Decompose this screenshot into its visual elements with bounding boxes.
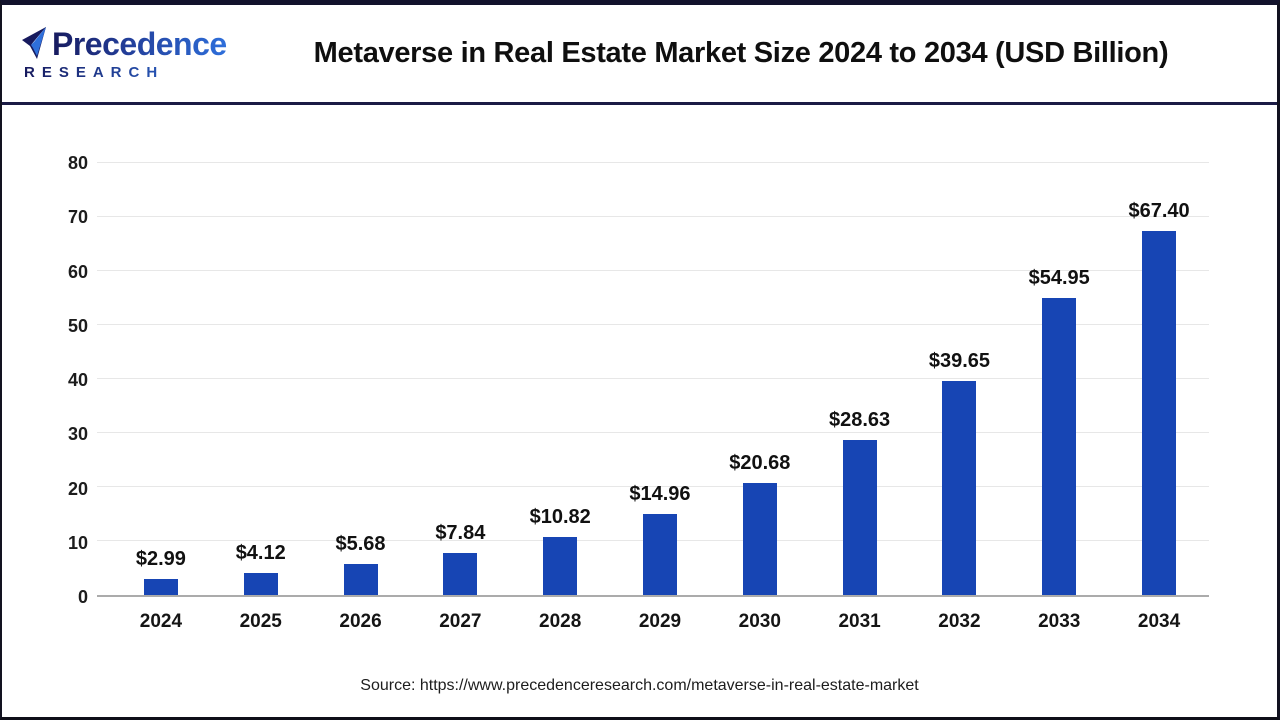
y-tick-label: 50 [67, 315, 88, 336]
gridline [97, 216, 1209, 217]
precedence-research-logo: Precedence RESEARCH [20, 26, 227, 81]
x-tick-label: 2026 [339, 611, 382, 632]
logo-top-row: Precedence [20, 26, 227, 62]
y-tick-label: 60 [67, 261, 88, 282]
y-tick-label: 30 [67, 424, 88, 445]
x-tick-label: 2027 [439, 611, 482, 632]
bar-2031 [842, 440, 877, 595]
bar-2024 [143, 578, 178, 595]
value-label: $10.82 [529, 505, 591, 528]
bar-slot: $39.65 2032 [910, 163, 1010, 632]
bar-2025 [243, 572, 278, 595]
y-tick-label: 0 [77, 587, 88, 607]
paper-plane-icon [22, 27, 46, 59]
source-line: Source: https://www.precedenceresearch.c… [360, 677, 919, 694]
x-tick-label: 2032 [938, 611, 981, 632]
bar-slot: $5.68 2026 [311, 163, 411, 632]
gridline [97, 378, 1209, 379]
value-label: $7.84 [435, 521, 486, 544]
bar-2030 [742, 483, 777, 595]
bar-2032 [942, 380, 977, 595]
chart-title: Metaverse in Real Estate Market Size 202… [313, 37, 1169, 69]
gridline [97, 324, 1209, 325]
x-tick-label: 2025 [239, 611, 282, 632]
value-label: $14.96 [629, 483, 691, 506]
y-tick-label: 80 [67, 153, 88, 173]
value-label: $39.65 [928, 349, 990, 372]
bar-slot: $67.40 2034 [1109, 163, 1209, 632]
header: Precedence RESEARCH Metaverse in Real Es… [2, 5, 1277, 105]
y-tick-label: 40 [67, 370, 88, 390]
bar-slot: $10.82 2028 [510, 163, 610, 632]
content: Precedence RESEARCH Metaverse in Real Es… [2, 5, 1277, 717]
bar-slot: $4.12 2025 [211, 163, 311, 632]
x-tick-label: 2031 [838, 611, 881, 632]
gridline [97, 432, 1209, 433]
y-tick-label: 70 [67, 207, 88, 228]
bar-2026 [343, 564, 378, 595]
bar-slot: $28.63 2031 [810, 163, 910, 632]
plot-area: $2.99 2024 $4.12 2025 $5.68 2026 $7.84 2027 $10.… [97, 162, 1209, 632]
gridline [97, 270, 1209, 271]
value-label: $4.12 [235, 541, 286, 564]
bar-slot: $7.84 2027 [410, 163, 510, 632]
y-axis-labels: 0 10 20 30 40 50 60 70 80 [32, 153, 88, 607]
bars-row: $2.99 2024 $4.12 2025 $5.68 2026 $7.84 2027 $10.… [97, 163, 1209, 632]
value-label: $20.68 [729, 452, 791, 475]
x-tick-label: 2034 [1137, 611, 1181, 632]
bar-slot: $14.96 2029 [610, 163, 710, 632]
bar-2034 [1142, 231, 1177, 595]
logo-subtext: RESEARCH [24, 64, 225, 81]
x-tick-label: 2033 [1038, 611, 1081, 632]
bar-slot: $20.68 2030 [710, 163, 810, 632]
value-label: $5.68 [335, 533, 386, 556]
bar-2027 [443, 552, 478, 595]
x-tick-label: 2024 [139, 611, 183, 632]
value-label: $2.99 [135, 547, 186, 570]
bar-2033 [1042, 298, 1077, 595]
x-tick-label: 2030 [738, 611, 781, 632]
y-tick-label: 20 [67, 478, 88, 499]
value-label: $67.40 [1128, 200, 1190, 223]
gridline [97, 162, 1209, 163]
x-tick-label: 2029 [638, 611, 682, 632]
logo-brand-text: Precedence [52, 26, 227, 62]
bar-slot: $54.95 2033 [1009, 163, 1109, 632]
value-label: $28.63 [829, 409, 891, 432]
y-tick-label: 10 [67, 532, 88, 553]
value-label: $54.95 [1028, 267, 1090, 290]
bar-2029 [642, 514, 677, 595]
bar-slot: $2.99 2024 [111, 163, 211, 632]
gridline [97, 486, 1209, 487]
x-tick-label: 2028 [539, 611, 582, 632]
bar-2028 [543, 536, 578, 595]
